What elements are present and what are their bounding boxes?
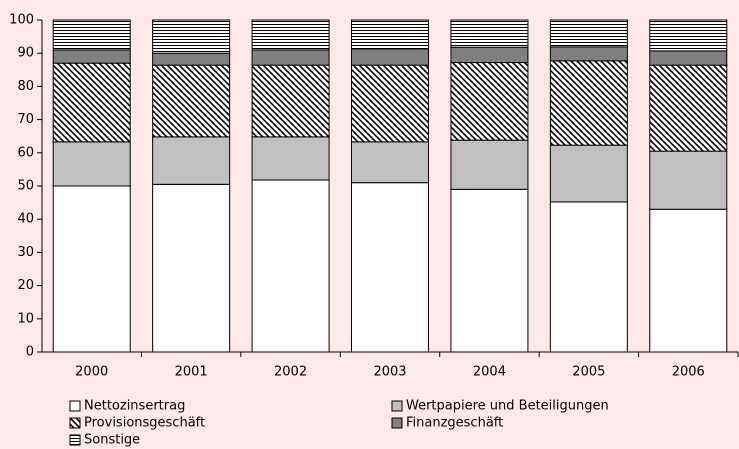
bar-segment	[649, 150, 728, 210]
x-tick-label: 2000	[75, 365, 108, 380]
bar-segment	[549, 60, 628, 146]
bar-segment	[450, 139, 529, 190]
bar-segment	[649, 208, 728, 353]
bar-segment	[549, 46, 628, 62]
y-tick-label: 10	[17, 311, 34, 326]
y-tick-label: 50	[17, 179, 34, 194]
bar-segment	[251, 19, 330, 51]
bar-segment	[251, 179, 330, 353]
y-tick-label: 90	[17, 46, 34, 61]
bar-segment	[450, 188, 529, 353]
bar-segment	[351, 19, 429, 50]
y-tick-label: 30	[17, 245, 34, 260]
bar-segment	[351, 64, 429, 143]
legend-label: Provisionsgeschäft	[84, 416, 205, 431]
bar-segment	[152, 52, 231, 66]
legend-swatch	[391, 417, 403, 429]
y-tick-label: 60	[17, 145, 34, 160]
bar-segment	[52, 141, 131, 187]
bar-segment	[351, 141, 429, 184]
bar-segment	[450, 19, 529, 48]
bar-segment	[649, 19, 728, 52]
y-tick-label: 100	[9, 13, 34, 28]
bar-segment	[152, 19, 231, 54]
legend-label: Finanzgeschäft	[406, 416, 503, 431]
y-tick-label: 0	[26, 345, 34, 360]
bar-segment	[251, 136, 330, 181]
bar-segment	[549, 201, 628, 353]
legend-swatch	[69, 434, 81, 446]
bar-segment	[52, 19, 131, 51]
x-tick-label: 2006	[672, 365, 705, 380]
bar-segment	[52, 49, 131, 64]
legend-label: Wertpapiere und Beteiligungen	[406, 399, 609, 414]
bar-segment	[450, 46, 529, 63]
bar-segment	[450, 61, 529, 141]
x-tick-label: 2004	[473, 365, 506, 380]
x-tick-label: 2001	[175, 365, 208, 380]
bar-segment	[649, 64, 728, 152]
bar-segment	[251, 64, 330, 138]
legend-swatch	[391, 400, 403, 412]
bar-segment	[351, 48, 429, 66]
bar-segment	[152, 183, 231, 353]
bar-segment	[52, 185, 131, 353]
bar-segment	[152, 64, 231, 138]
bar-segment	[649, 50, 728, 66]
y-tick-label: 20	[17, 278, 34, 293]
bar-segment	[152, 136, 231, 185]
y-tick-label: 80	[17, 79, 34, 94]
x-tick-label: 2003	[373, 365, 406, 380]
bar-segment	[251, 49, 330, 66]
bar-segment	[351, 182, 429, 353]
legend-label: Nettozinsertrag	[84, 399, 185, 414]
y-tick-label: 40	[17, 212, 34, 227]
y-tick-label: 70	[17, 112, 34, 127]
x-tick-label: 2005	[572, 365, 605, 380]
legend-swatch	[69, 400, 81, 412]
bar-segment	[549, 19, 628, 48]
bar-segment	[52, 62, 131, 143]
x-tick-label: 2002	[274, 365, 307, 380]
legend-swatch	[69, 417, 81, 429]
bar-segment	[549, 144, 628, 203]
legend-label: Sonstige	[84, 433, 140, 448]
